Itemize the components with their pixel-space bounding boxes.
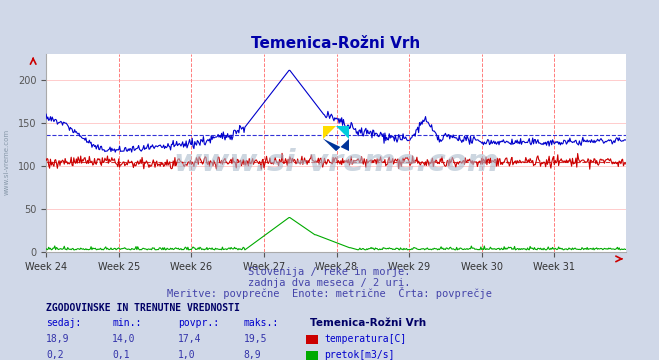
Text: 17,4: 17,4	[178, 334, 202, 344]
Text: povpr.:: povpr.:	[178, 318, 219, 328]
Text: 14,0: 14,0	[112, 334, 136, 344]
Text: 18,9: 18,9	[46, 334, 70, 344]
Text: sedaj:: sedaj:	[46, 318, 81, 328]
Text: www.si-vreme.com: www.si-vreme.com	[173, 148, 499, 177]
Text: Temenica-Rožni Vrh: Temenica-Rožni Vrh	[310, 318, 426, 328]
Text: Meritve: povprečne  Enote: metrične  Črta: povprečje: Meritve: povprečne Enote: metrične Črta:…	[167, 287, 492, 299]
Title: Temenica-Rožni Vrh: Temenica-Rožni Vrh	[252, 36, 420, 51]
Text: maks.:: maks.:	[244, 318, 279, 328]
Text: ZGODOVINSKE IN TRENUTNE VREDNOSTI: ZGODOVINSKE IN TRENUTNE VREDNOSTI	[46, 303, 240, 314]
Text: www.si-vreme.com: www.si-vreme.com	[3, 129, 9, 195]
Text: Slovenija / reke in morje.: Slovenija / reke in morje.	[248, 267, 411, 278]
Polygon shape	[323, 126, 336, 139]
Text: min.:: min.:	[112, 318, 142, 328]
Text: temperatura[C]: temperatura[C]	[324, 334, 407, 344]
Text: 0,2: 0,2	[46, 350, 64, 360]
Text: 0,1: 0,1	[112, 350, 130, 360]
Text: pretok[m3/s]: pretok[m3/s]	[324, 350, 395, 360]
Text: 19,5: 19,5	[244, 334, 268, 344]
Polygon shape	[336, 126, 349, 139]
Text: 1,0: 1,0	[178, 350, 196, 360]
Polygon shape	[323, 139, 349, 151]
Text: 8,9: 8,9	[244, 350, 262, 360]
Text: zadnja dva meseca / 2 uri.: zadnja dva meseca / 2 uri.	[248, 278, 411, 288]
